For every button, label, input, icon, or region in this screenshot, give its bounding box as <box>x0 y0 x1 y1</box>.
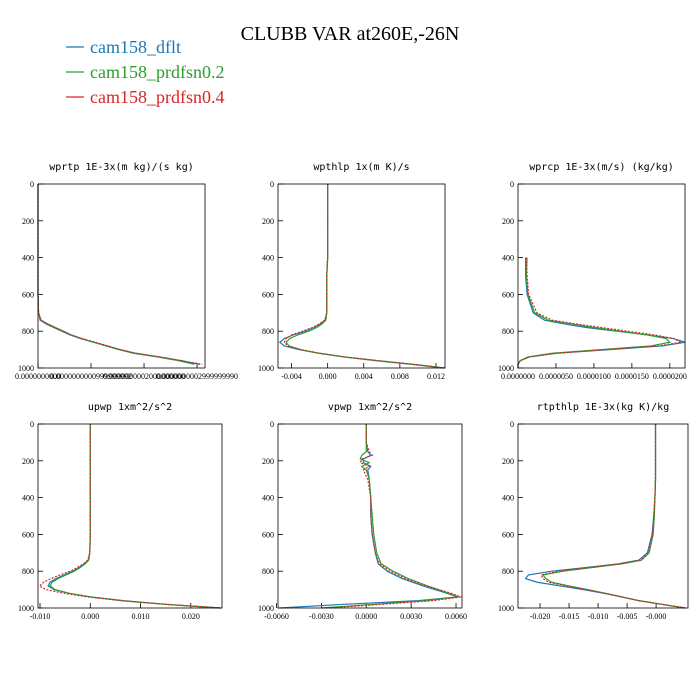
x-tick-label: 0.010 <box>132 612 150 621</box>
x-tick-label: 0.0060 <box>445 612 467 621</box>
y-tick-label: 1000 <box>18 604 34 613</box>
y-tick-label: 1000 <box>18 364 34 373</box>
x-tick-label: -0.015 <box>559 612 580 621</box>
y-tick-label: 600 <box>22 530 34 539</box>
legend-label: cam158_prdfsn0.2 <box>90 62 224 82</box>
x-tick-label: -0.020 <box>530 612 551 621</box>
line-series <box>321 424 460 609</box>
y-tick-label: 400 <box>22 254 34 263</box>
y-tick-label: 0 <box>510 180 514 189</box>
y-tick-label: 600 <box>22 290 34 299</box>
panel-title: vpwp 1xm^2/s^2 <box>328 402 412 413</box>
y-tick-label: 0 <box>30 420 34 429</box>
line-series <box>517 257 684 368</box>
y-tick-label: 200 <box>22 457 34 466</box>
x-tick-label: 0.0000000002000000000 <box>103 372 185 381</box>
x-tick-label: 0.0030 <box>400 612 422 621</box>
x-tick-label: 0.012 <box>427 372 445 381</box>
y-tick-label: 800 <box>22 327 34 336</box>
y-tick-label: 400 <box>262 254 274 263</box>
x-tick-label: -0.005 <box>617 612 638 621</box>
y-tick-label: 200 <box>262 457 274 466</box>
x-tick-label: 0.0000050 <box>539 372 573 381</box>
y-tick-label: 800 <box>262 327 274 336</box>
y-tick-label: 400 <box>262 494 274 503</box>
x-tick-label: -0.0030 <box>309 612 334 621</box>
panel-title: wprtp 1E-3x(m kg)/(s kg) <box>49 162 194 173</box>
panel: wprcp 1E-3x(m/s) (kg/kg) 0 200 400 600 800 100… <box>498 162 687 381</box>
y-tick-label: 400 <box>502 254 514 263</box>
x-tick-label: 0.0000000000999999992 <box>50 372 132 381</box>
panel-title: wpthlp 1x(m K)/s <box>313 162 409 173</box>
x-tick-label: 0.008 <box>391 372 409 381</box>
x-tick-label: 0.0000150 <box>615 372 649 381</box>
y-tick-label: 1000 <box>258 364 274 373</box>
plot-frame <box>517 183 686 369</box>
legend-label: cam158_prdfsn0.4 <box>90 87 224 107</box>
x-tick-label: 0.004 <box>355 372 373 381</box>
y-tick-label: 0 <box>270 180 274 189</box>
y-tick-label: 200 <box>22 217 34 226</box>
x-tick-label: 0.0000 <box>355 612 377 621</box>
line-series <box>38 424 222 609</box>
y-tick-label: 800 <box>502 567 514 576</box>
y-tick-label: 600 <box>262 290 274 299</box>
y-tick-label: 400 <box>502 494 514 503</box>
legend-label: cam158_dflt <box>90 37 181 57</box>
panel-title: upwp 1xm^2/s^2 <box>88 402 172 413</box>
panel: wprtp 1E-3x(m kg)/(s kg) 0 200 400 600 800 100… <box>15 162 238 381</box>
panel: vpwp 1xm^2/s^2 0 200 400 600 800 1000-0.0060 -0… <box>258 402 467 621</box>
y-tick-label: 600 <box>502 290 514 299</box>
y-tick-label: 1000 <box>258 604 274 613</box>
x-tick-label: 0.020 <box>182 612 200 621</box>
y-tick-label: 400 <box>22 494 34 503</box>
panel-title: rtpthlp 1E-3x(kg K)/kg <box>537 402 669 413</box>
x-tick-label: 0.0000100 <box>577 372 611 381</box>
x-tick-label: -0.000 <box>646 612 667 621</box>
x-tick-label: 0.0000200 <box>653 372 687 381</box>
plot-frame <box>37 423 223 609</box>
plot-frame <box>517 423 689 609</box>
y-tick-label: 200 <box>262 217 274 226</box>
y-tick-label: 0 <box>30 180 34 189</box>
y-tick-label: 1000 <box>498 604 514 613</box>
y-tick-label: 200 <box>502 457 514 466</box>
x-tick-label: -0.004 <box>281 372 302 381</box>
x-tick-label: 0.0000000000 <box>15 372 61 381</box>
figure-title: CLUBB VAR at260E,-26N <box>241 23 460 45</box>
line-series <box>540 424 686 609</box>
y-tick-label: 800 <box>22 567 34 576</box>
x-tick-label: 0.000 <box>319 372 337 381</box>
y-tick-label: 0 <box>510 420 514 429</box>
panel-title: wprcp 1E-3x(m/s) (kg/kg) <box>529 162 674 173</box>
y-tick-label: 1000 <box>498 364 514 373</box>
panel: rtpthlp 1E-3x(kg K)/kg 0 200 400 600 800 1000 -… <box>498 402 689 621</box>
y-tick-label: 800 <box>502 327 514 336</box>
x-tick-label: 0.000 <box>81 612 99 621</box>
plot-frame <box>277 423 463 609</box>
y-tick-label: 600 <box>502 530 514 539</box>
panel: wpthlp 1x(m K)/s 0 200 400 600 800 1000 -0.004 0… <box>258 162 446 381</box>
y-tick-label: 0 <box>270 420 274 429</box>
panel: upwp 1xm^2/s^2 0 200 400 600 800 1000-0.010 0.0… <box>18 402 223 621</box>
x-tick-label: -0.0060 <box>264 612 289 621</box>
y-tick-label: 600 <box>262 530 274 539</box>
plot-frame <box>277 183 446 369</box>
y-tick-label: 800 <box>262 567 274 576</box>
line-series <box>283 184 446 369</box>
plot-frame <box>37 183 206 369</box>
x-tick-label: -0.010 <box>30 612 51 621</box>
y-tick-label: 200 <box>502 217 514 226</box>
x-tick-label: -0.010 <box>588 612 609 621</box>
x-tick-label: 0.0000000 <box>501 372 535 381</box>
x-tick-label: 0.0000000002999999990 <box>156 372 238 381</box>
